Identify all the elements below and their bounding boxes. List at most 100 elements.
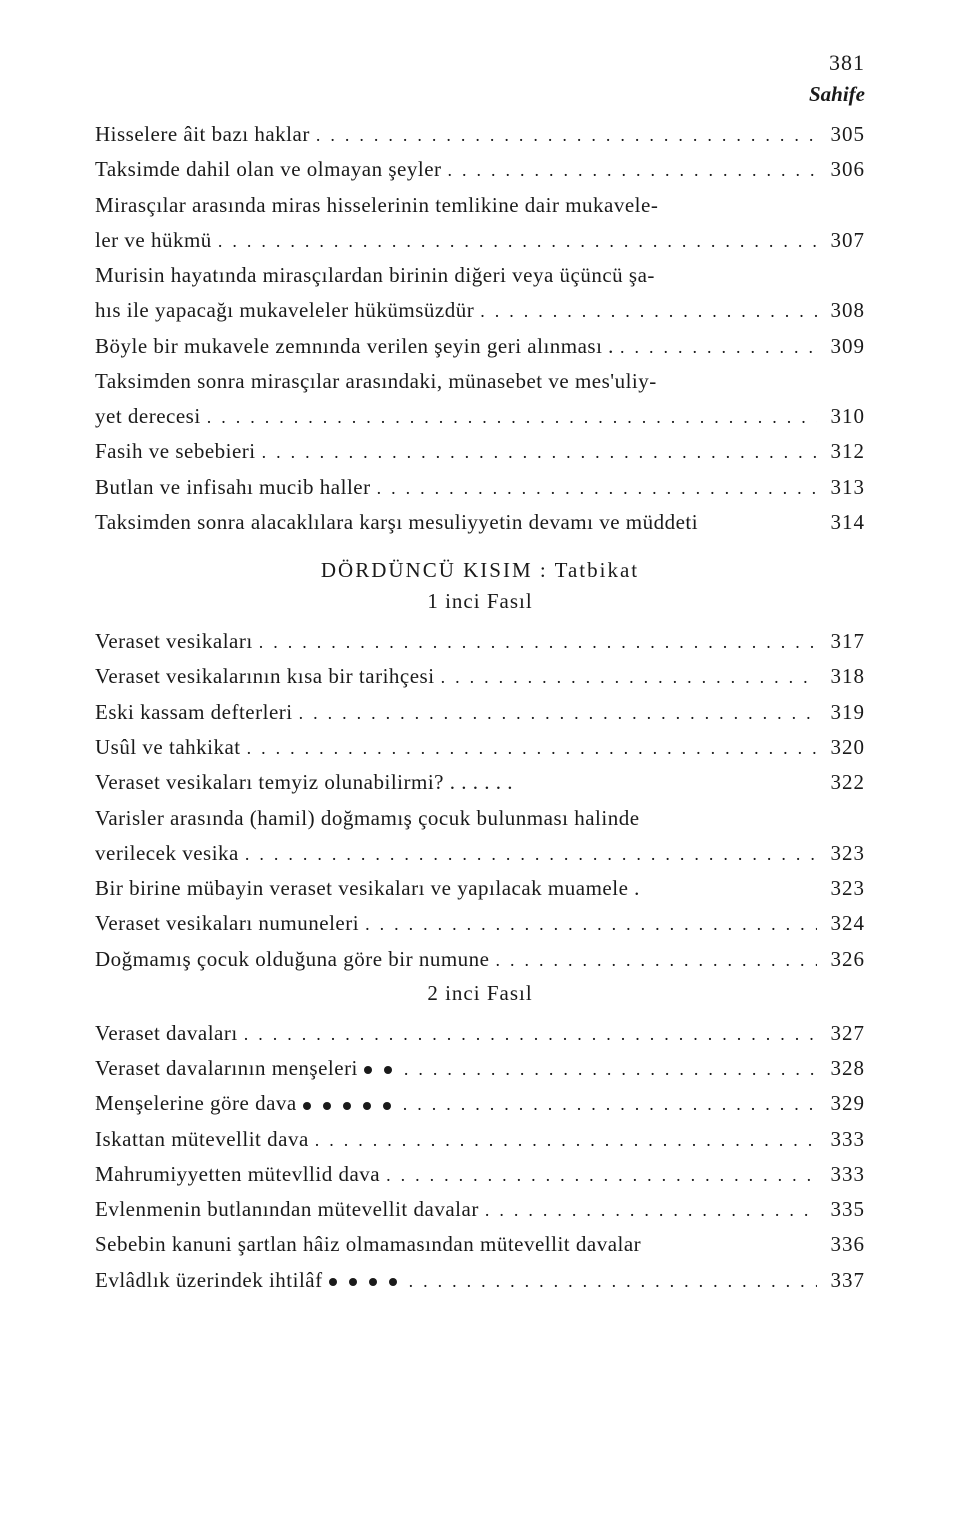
toc-leader-dots: ........................................… bbox=[316, 120, 817, 150]
toc-entry: Menşelerine göre dava...................… bbox=[95, 1086, 865, 1121]
toc-entry-page: 317 bbox=[823, 624, 865, 659]
toc-entry: Böyle bir mukavele zemnında verilen şeyi… bbox=[95, 329, 865, 364]
toc-leader-dots: ........................................… bbox=[299, 698, 817, 728]
toc-entry-page: 320 bbox=[823, 730, 865, 765]
toc-entry-page: 313 bbox=[823, 470, 865, 505]
toc-entry-text: Evlâdlık üzerindek ihtilâf bbox=[95, 1263, 403, 1298]
toc-section: Hisselere âit bazı haklar...............… bbox=[95, 117, 865, 540]
toc-entry-text: Evlenmenin butlanından mütevellit davala… bbox=[95, 1192, 479, 1227]
toc-entry-page: 318 bbox=[823, 659, 865, 694]
toc-entry: Mirasçılar arasında miras hisselerinin t… bbox=[95, 188, 865, 259]
toc-entry-page: 312 bbox=[823, 434, 865, 469]
document-page: 381 Sahife Hisselere âit bazı haklar....… bbox=[0, 0, 960, 1539]
toc-entry-page: 322 bbox=[823, 765, 865, 800]
bullet-icon bbox=[303, 1102, 311, 1110]
toc-entry-page: 307 bbox=[823, 223, 865, 258]
toc-entry-page: 306 bbox=[823, 152, 865, 187]
toc-entry: Bir birine mübayin veraset vesikaları ve… bbox=[95, 871, 865, 906]
toc-entry-text: Varisler arasında (hamil) doğmamış çocuk… bbox=[95, 801, 865, 836]
bullet-icon bbox=[384, 1066, 392, 1074]
toc-entry: Veraset vesikaları......................… bbox=[95, 624, 865, 659]
toc-leader-dots: ........................................… bbox=[485, 1195, 817, 1225]
toc-entry-text: Veraset vesikaları bbox=[95, 624, 253, 659]
toc-entry-page: 327 bbox=[823, 1016, 865, 1051]
toc-entry: Veraset vesikaları numuneleri...........… bbox=[95, 906, 865, 941]
toc-entry-page: 333 bbox=[823, 1122, 865, 1157]
toc-entry-text: hıs ile yapacağı mukaveleler hükümsüzdür bbox=[95, 293, 474, 328]
toc-entry-text: yet derecesi bbox=[95, 399, 201, 434]
toc-leader-dots: ........................................… bbox=[377, 473, 817, 503]
toc-entry: Veraset davalarının menşeleri...........… bbox=[95, 1051, 865, 1086]
toc-entry-page: 324 bbox=[823, 906, 865, 941]
toc-entry: Butlan ve infisahı mucib haller.........… bbox=[95, 470, 865, 505]
toc-entry-text: Veraset vesikaları numuneleri bbox=[95, 906, 359, 941]
toc-entry-page: 326 bbox=[823, 942, 865, 977]
toc-entry: Veraset vesikaları temyiz olunabilirmi? … bbox=[95, 765, 865, 800]
toc-leader-dots: ........................................… bbox=[448, 155, 817, 185]
toc-entry-text: Hisselere âit bazı haklar bbox=[95, 117, 310, 152]
sahife-column-label: Sahife bbox=[95, 82, 865, 107]
toc-entry-page: 305 bbox=[823, 117, 865, 152]
toc-section: Veraset davaları........................… bbox=[95, 1016, 865, 1298]
toc-entry: Mahrumiyyetten mütevllid dava...........… bbox=[95, 1157, 865, 1192]
toc-leader-dots: ........................................… bbox=[620, 332, 817, 362]
toc-entry-text: Taksimde dahil olan ve olmayan şeyler bbox=[95, 152, 442, 187]
toc-entry: Varisler arasında (hamil) doğmamış çocuk… bbox=[95, 801, 865, 872]
toc-leader-dots: ........................................… bbox=[496, 945, 817, 975]
toc-entry: Usûl ve tahkikat........................… bbox=[95, 730, 865, 765]
toc-entry-text: Böyle bir mukavele zemnında verilen şeyi… bbox=[95, 329, 614, 364]
toc-entry: Veraset davaları........................… bbox=[95, 1016, 865, 1051]
toc-leader-dots: ........................................… bbox=[386, 1160, 817, 1190]
toc-entry: Sebebin kanuni şartlan hâiz olmamasından… bbox=[95, 1227, 865, 1262]
toc-leader-dots: ........................................… bbox=[403, 1089, 817, 1119]
toc-entry-page: 319 bbox=[823, 695, 865, 730]
toc-entry: Taksimde dahil olan ve olmayan şeyler...… bbox=[95, 152, 865, 187]
toc-entry-text: Eski kassam defterleri bbox=[95, 695, 293, 730]
toc-leader-dots: ........................................… bbox=[315, 1125, 817, 1155]
toc-leader-dots: ........................................… bbox=[441, 662, 817, 692]
toc-leader-dots: ........................................… bbox=[259, 627, 817, 657]
toc-entry-page: 314 bbox=[823, 505, 865, 540]
toc-entry-text: Iskattan mütevellit dava bbox=[95, 1122, 309, 1157]
toc-entry-page: 323 bbox=[823, 836, 865, 871]
bullet-icon bbox=[369, 1278, 377, 1286]
toc-entry: Evlâdlık üzerindek ihtilâf..............… bbox=[95, 1263, 865, 1298]
toc-entry: Murisin hayatında mirasçılardan birinin … bbox=[95, 258, 865, 329]
bullet-icon bbox=[329, 1278, 337, 1286]
page-number: 381 bbox=[95, 50, 865, 76]
bullet-icon bbox=[383, 1102, 391, 1110]
toc-entry-text: Menşelerine göre dava bbox=[95, 1086, 397, 1121]
toc-entry: Fasih ve sebebieri......................… bbox=[95, 434, 865, 469]
toc-leader-dots: ........................................… bbox=[480, 296, 817, 326]
toc-entry: Eski kassam defterleri..................… bbox=[95, 695, 865, 730]
toc-leader-dots: ........................................… bbox=[207, 402, 817, 432]
toc-entry: Taksimden sonra mirasçılar arasındaki, m… bbox=[95, 364, 865, 435]
toc-entry-page: 309 bbox=[823, 329, 865, 364]
bullet-icon bbox=[349, 1278, 357, 1286]
toc-leader-dots: ........................................… bbox=[245, 839, 817, 869]
toc-entry-text: Murisin hayatında mirasçılardan birinin … bbox=[95, 258, 865, 293]
toc-entry-page: 333 bbox=[823, 1157, 865, 1192]
toc-entry-text: Fasih ve sebebieri bbox=[95, 434, 256, 469]
fasil-heading: 2 inci Fasıl bbox=[95, 981, 865, 1006]
toc-leader-dots: ........................................… bbox=[244, 1019, 817, 1049]
toc-entry-page: 323 bbox=[823, 871, 865, 906]
toc-entry-text: Veraset davaları bbox=[95, 1016, 238, 1051]
toc-entry-text: Taksimden sonra mirasçılar arasındaki, m… bbox=[95, 364, 865, 399]
toc-entry-text: Usûl ve tahkikat bbox=[95, 730, 241, 765]
toc-entry-text: ler ve hükmü bbox=[95, 223, 212, 258]
toc-section: Veraset vesikaları......................… bbox=[95, 624, 865, 977]
bullet-icon bbox=[363, 1102, 371, 1110]
bullet-icon bbox=[364, 1066, 372, 1074]
toc-leader-dots: ........................................… bbox=[404, 1054, 817, 1084]
toc-entry: Hisselere âit bazı haklar...............… bbox=[95, 117, 865, 152]
toc-entry-page: 336 bbox=[823, 1227, 865, 1262]
toc-entry-page: 328 bbox=[823, 1051, 865, 1086]
toc-entry-text: Doğmamış çocuk olduğuna göre bir numune bbox=[95, 942, 490, 977]
toc-entry-text: Sebebin kanuni şartlan hâiz olmamasından… bbox=[95, 1227, 641, 1262]
toc-entry-text: Veraset vesikalarının kısa bir tarihçesi bbox=[95, 659, 435, 694]
fasil-heading: 1 inci Fasıl bbox=[95, 589, 865, 614]
bullet-icon bbox=[323, 1102, 331, 1110]
toc-entry: Doğmamış çocuk olduğuna göre bir numune.… bbox=[95, 942, 865, 977]
toc-entry-page: 310 bbox=[823, 399, 865, 434]
